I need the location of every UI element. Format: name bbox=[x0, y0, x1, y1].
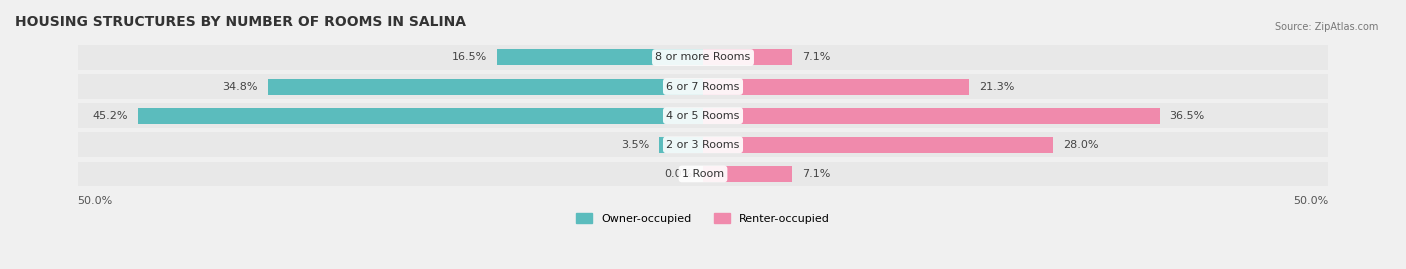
Bar bbox=[703, 49, 792, 65]
Bar bbox=[267, 79, 703, 95]
Bar bbox=[703, 166, 792, 182]
Text: 21.3%: 21.3% bbox=[980, 82, 1015, 92]
Text: 6 or 7 Rooms: 6 or 7 Rooms bbox=[666, 82, 740, 92]
Bar bbox=[77, 74, 703, 99]
Bar bbox=[703, 137, 1053, 153]
Text: HOUSING STRUCTURES BY NUMBER OF ROOMS IN SALINA: HOUSING STRUCTURES BY NUMBER OF ROOMS IN… bbox=[15, 15, 465, 29]
Text: 28.0%: 28.0% bbox=[1063, 140, 1098, 150]
Bar bbox=[77, 162, 703, 186]
Bar bbox=[659, 137, 703, 153]
Bar bbox=[138, 108, 703, 124]
Bar bbox=[496, 49, 703, 65]
Text: 7.1%: 7.1% bbox=[801, 52, 830, 62]
Text: 34.8%: 34.8% bbox=[222, 82, 257, 92]
Text: 45.2%: 45.2% bbox=[91, 111, 128, 121]
Text: 50.0%: 50.0% bbox=[77, 196, 112, 206]
Legend: Owner-occupied, Renter-occupied: Owner-occupied, Renter-occupied bbox=[571, 208, 835, 228]
Bar bbox=[77, 45, 703, 70]
Text: 1 Room: 1 Room bbox=[682, 169, 724, 179]
Text: Source: ZipAtlas.com: Source: ZipAtlas.com bbox=[1274, 22, 1378, 31]
Text: 16.5%: 16.5% bbox=[451, 52, 486, 62]
Bar bbox=[703, 132, 1329, 157]
Bar bbox=[703, 45, 1329, 70]
Text: 36.5%: 36.5% bbox=[1170, 111, 1205, 121]
Bar bbox=[77, 103, 703, 128]
Text: 3.5%: 3.5% bbox=[621, 140, 650, 150]
Bar bbox=[77, 132, 703, 157]
Bar bbox=[703, 162, 1329, 186]
Text: 50.0%: 50.0% bbox=[1294, 196, 1329, 206]
Text: 4 or 5 Rooms: 4 or 5 Rooms bbox=[666, 111, 740, 121]
Bar bbox=[703, 108, 1160, 124]
Text: 8 or more Rooms: 8 or more Rooms bbox=[655, 52, 751, 62]
Text: 0.0%: 0.0% bbox=[665, 169, 693, 179]
Bar bbox=[703, 79, 970, 95]
Bar bbox=[703, 103, 1329, 128]
Bar bbox=[703, 74, 1329, 99]
Text: 2 or 3 Rooms: 2 or 3 Rooms bbox=[666, 140, 740, 150]
Text: 7.1%: 7.1% bbox=[801, 169, 830, 179]
